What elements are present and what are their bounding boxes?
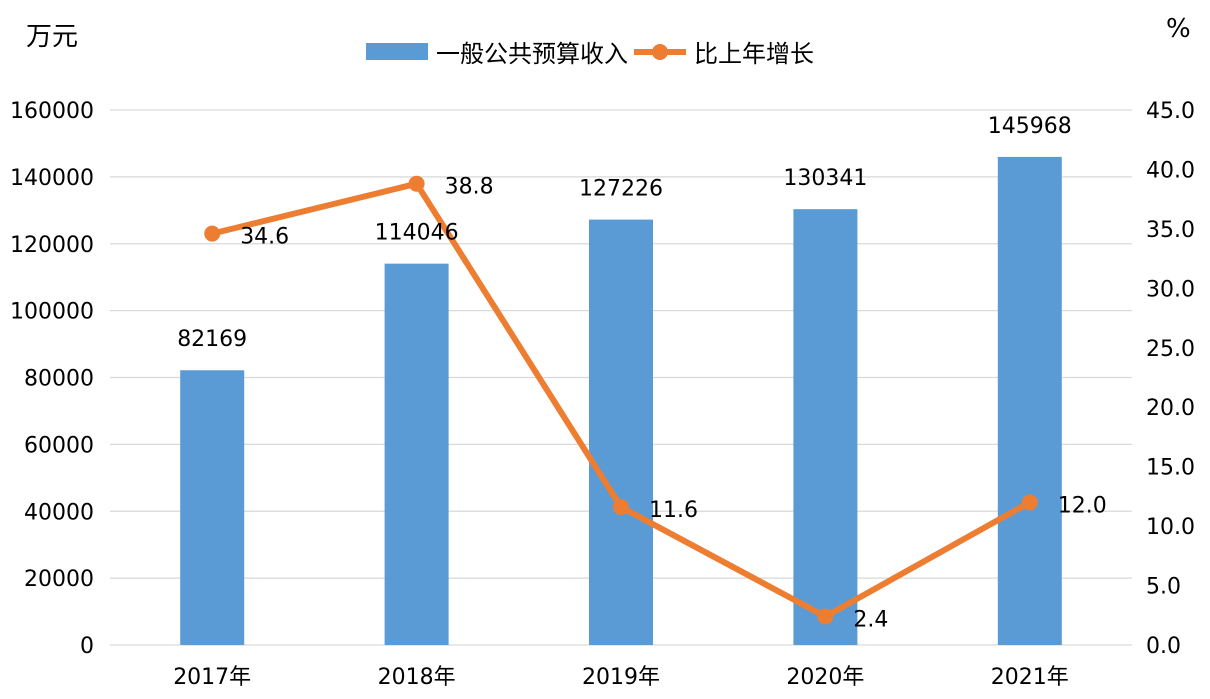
growth-point (408, 175, 425, 192)
legend-line-swatch (634, 43, 686, 60)
right-axis-unit: % (1166, 14, 1191, 44)
bar (589, 219, 653, 645)
bar-value-label: 82169 (177, 327, 247, 352)
growth-point (613, 499, 629, 516)
growth-value-label: 34.6 (240, 225, 289, 250)
y-left-tick-label: 160000 (10, 99, 94, 124)
axes: 0 20000 40000 60000 80000 100000 120000 140000 1… (10, 99, 1195, 690)
y-right-tick-label: 5.0 (1146, 575, 1181, 600)
y-right-tick-label: 15.0 (1146, 456, 1195, 481)
growth-line (204, 175, 1038, 625)
x-tick-label: 2017年 (173, 665, 251, 690)
bar (180, 370, 245, 645)
y-left-tick-label: 140000 (10, 166, 94, 191)
x-tick-label: 2021年 (991, 665, 1069, 690)
bar-value-label: 130341 (783, 166, 867, 191)
growth-value-label: 11.6 (649, 498, 698, 523)
x-tick-label: 2018年 (378, 665, 456, 690)
left-axis-unit: 万元 (26, 22, 79, 52)
y-left-tick-label: 100000 (10, 300, 94, 325)
bars (180, 156, 1062, 645)
y-left-tick-label: 20000 (24, 567, 94, 592)
y-right-tick-label: 35.0 (1146, 218, 1195, 243)
growth-point (1021, 494, 1038, 511)
legend-bar-label: 一般公共预算收入 (436, 40, 628, 68)
y-right-tick-label: 30.0 (1146, 277, 1195, 302)
y-left-tick-label: 60000 (24, 433, 94, 458)
bar-value-label: 114046 (375, 221, 459, 246)
y-left-tick-label: 80000 (24, 367, 94, 392)
legend-bar-swatch (366, 43, 428, 60)
bar-value-label: 127226 (579, 177, 663, 202)
legend-line-label: 比上年增长 (694, 40, 814, 68)
y-right-tick-label: 45.0 (1146, 99, 1195, 124)
y-right-tick-label: 40.0 (1146, 158, 1195, 183)
y-right-tick-label: 10.0 (1146, 515, 1195, 540)
legend: 一般公共预算收入 比上年增长 (366, 34, 814, 69)
bar (384, 263, 449, 645)
x-tick-label: 2020年 (786, 665, 864, 690)
growth-value-label: 2.4 (853, 607, 888, 632)
y-right-tick-label: 25.0 (1146, 337, 1195, 362)
y-right-tick-label: 20.0 (1146, 396, 1195, 421)
data-labels: 82169 114046 127226 130341 145968 34.6 38.8 11.… (177, 114, 1107, 633)
growth-point (204, 225, 221, 242)
growth-value-label: 38.8 (445, 175, 494, 200)
bar (793, 209, 858, 645)
growth-value-label: 12.0 (1058, 493, 1107, 518)
y-left-tick-label: 120000 (10, 233, 94, 258)
growth-point (817, 608, 834, 625)
bar-value-label: 145968 (988, 114, 1072, 139)
y-left-tick-label: 40000 (24, 500, 94, 525)
y-left-tick-label: 0 (80, 634, 94, 659)
bar (997, 156, 1062, 645)
x-tick-label: 2019年 (582, 665, 660, 690)
y-right-tick-label: 0.0 (1146, 634, 1181, 659)
